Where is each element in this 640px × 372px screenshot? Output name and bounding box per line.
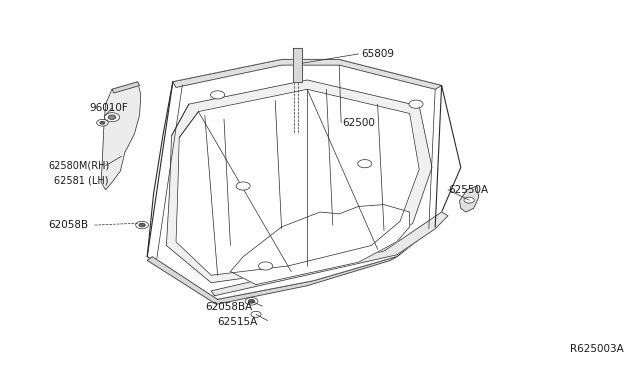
Polygon shape	[173, 60, 442, 89]
Polygon shape	[176, 89, 419, 275]
Polygon shape	[211, 212, 448, 296]
Circle shape	[409, 100, 423, 108]
Circle shape	[251, 311, 261, 317]
Polygon shape	[293, 48, 302, 82]
Text: R625003A: R625003A	[570, 344, 624, 354]
Circle shape	[248, 299, 255, 303]
Text: 62058B: 62058B	[48, 220, 88, 230]
Text: 62550A: 62550A	[448, 185, 488, 195]
Circle shape	[211, 91, 225, 99]
Text: 62515A: 62515A	[218, 317, 258, 327]
Polygon shape	[101, 82, 141, 190]
Text: 62500: 62500	[342, 118, 375, 128]
Circle shape	[100, 121, 105, 124]
Polygon shape	[230, 205, 410, 285]
Circle shape	[358, 160, 372, 168]
Circle shape	[464, 197, 474, 203]
Circle shape	[236, 182, 250, 190]
Polygon shape	[147, 60, 461, 299]
Circle shape	[108, 115, 116, 119]
Polygon shape	[166, 80, 432, 283]
Text: 96010F: 96010F	[90, 103, 129, 113]
Circle shape	[245, 298, 258, 305]
Text: 62581 (LH): 62581 (LH)	[54, 176, 109, 185]
Circle shape	[104, 113, 120, 122]
Circle shape	[97, 119, 108, 126]
Text: 62058BA: 62058BA	[205, 302, 252, 312]
Polygon shape	[147, 257, 397, 304]
Polygon shape	[460, 186, 479, 212]
Circle shape	[259, 262, 273, 270]
Circle shape	[139, 223, 145, 227]
Circle shape	[136, 221, 148, 229]
Text: 62580M(RH): 62580M(RH)	[48, 161, 109, 170]
Polygon shape	[112, 82, 140, 93]
Text: 65809: 65809	[362, 49, 395, 59]
